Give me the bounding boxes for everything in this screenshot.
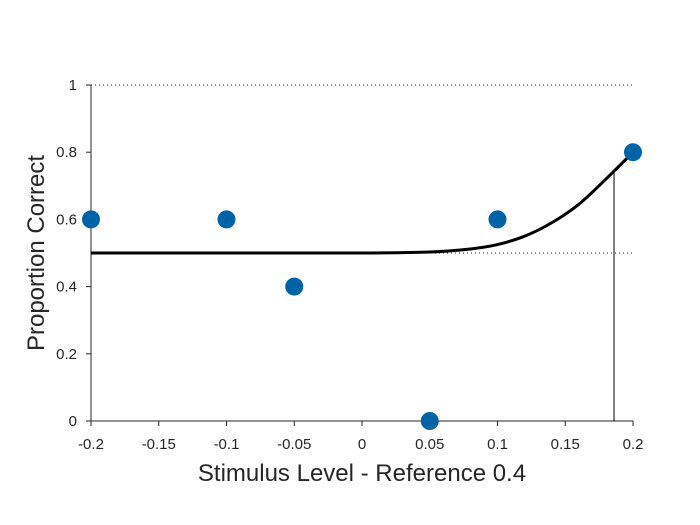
- data-point: [420, 412, 439, 430]
- y-tick-label: 0.2: [56, 346, 77, 363]
- fit-curve: [91, 151, 635, 255]
- x-tick-label: -0.1: [214, 436, 240, 453]
- data-point: [82, 210, 100, 229]
- x-axis-title: Stimulus Level - Reference 0.4: [198, 460, 526, 487]
- x-tick-label: 0.2: [623, 436, 644, 453]
- y-tick-label: 0.8: [56, 144, 77, 161]
- y-axis-title: Proportion Correct: [23, 155, 50, 351]
- data-points: [82, 143, 642, 430]
- x-ticks: -0.2 -0.15 -0.1 -0.05 0 0.05 0.1 0.15 0.2: [78, 421, 643, 453]
- reference-lines: [91, 84, 633, 254]
- fit-curve-line: [91, 151, 635, 255]
- x-tick-label: 0: [358, 436, 366, 453]
- x-tick-label: -0.15: [142, 436, 176, 453]
- data-point: [488, 210, 507, 229]
- data-point: [285, 277, 304, 296]
- x-tick-label: 0.05: [415, 436, 444, 453]
- y-ticks: 0 0.2 0.4 0.6 0.8 1: [56, 77, 91, 430]
- y-tick-label: 0.4: [56, 279, 77, 296]
- data-point: [624, 143, 642, 162]
- data-point: [217, 210, 236, 229]
- x-tick-label: 0.15: [551, 436, 580, 453]
- x-tick-label: -0.05: [277, 436, 311, 453]
- y-tick-label: 1: [69, 77, 77, 94]
- x-tick-label: -0.2: [78, 436, 104, 453]
- x-tick-label: 0.1: [487, 436, 508, 453]
- y-tick-label: 0.6: [56, 211, 77, 228]
- y-tick-label: 0: [69, 413, 77, 430]
